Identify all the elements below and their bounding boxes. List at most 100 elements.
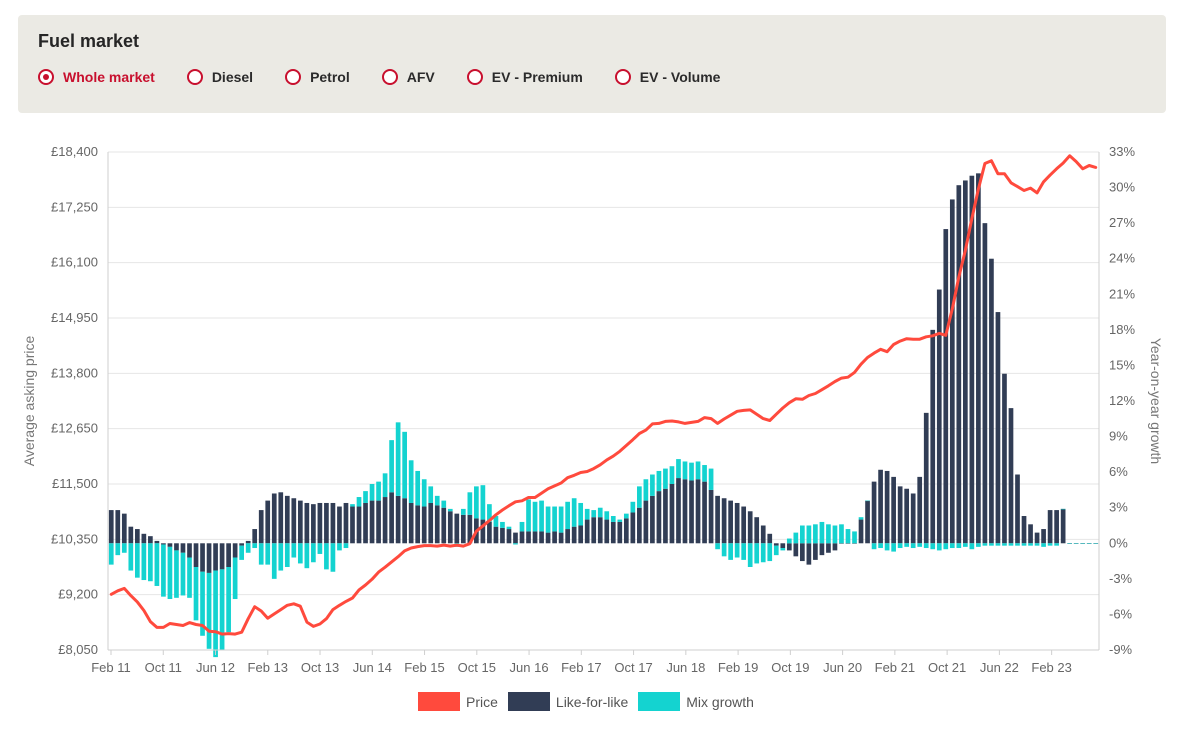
mix-growth-bar — [1002, 543, 1007, 546]
y2-tick-label: -6% — [1109, 606, 1133, 621]
mix-growth-bar — [513, 543, 518, 545]
like-for-like-bar — [552, 531, 557, 544]
mix-growth-bar — [180, 552, 186, 596]
like-for-like-bar — [839, 543, 844, 544]
y2-tick-label: 6% — [1109, 464, 1128, 479]
like-for-like-bar — [741, 506, 747, 544]
like-for-like-bar — [767, 533, 773, 544]
like-for-like-bar — [617, 521, 623, 544]
x-tick-label: Jun 16 — [510, 660, 549, 675]
radio-whole-market[interactable]: Whole market — [38, 69, 155, 85]
fuel-type-radio-group: Whole market Diesel Petrol AFV EV - Prem… — [38, 69, 752, 85]
like-for-like-bar — [226, 543, 231, 567]
like-for-like-bar — [923, 412, 929, 544]
like-for-like-bar — [663, 488, 668, 544]
mix-growth-bar — [376, 481, 381, 501]
like-for-like-bar — [813, 543, 818, 560]
like-for-like-bar — [200, 543, 205, 572]
mix-growth-bar — [956, 543, 962, 549]
mix-growth-bar — [910, 543, 916, 549]
mix-growth-bar — [161, 544, 166, 597]
like-for-like-bar — [128, 526, 134, 544]
mix-growth-bar — [969, 543, 975, 550]
legend-item-mix-growth[interactable]: Mix growth — [638, 692, 754, 711]
mix-growth-bar — [1073, 543, 1079, 544]
y2-tick-label: 33% — [1109, 144, 1135, 159]
radio-diesel[interactable]: Diesel — [186, 69, 253, 85]
y2-tick-label: -9% — [1109, 642, 1133, 657]
like-for-like-bar — [174, 543, 179, 551]
mix-growth-bar — [480, 485, 486, 520]
radio-ev-volume[interactable]: EV - Volume — [614, 69, 720, 85]
like-for-like-bar — [760, 525, 766, 544]
legend-swatch — [507, 692, 550, 711]
mix-growth-bar — [1086, 543, 1092, 544]
mix-growth-bar — [558, 506, 564, 533]
mix-growth-bar — [441, 500, 447, 508]
like-for-like-bar — [565, 529, 570, 544]
like-for-like-bar — [995, 312, 1001, 544]
like-for-like-bar — [239, 543, 245, 546]
mix-growth-bar — [656, 470, 662, 492]
mix-growth-bar — [337, 543, 342, 551]
radio-ev-premium[interactable]: EV - Premium — [466, 69, 583, 85]
x-tick-label: Feb 23 — [1031, 660, 1071, 675]
mix-growth-bar — [278, 543, 284, 571]
mix-growth-bar — [793, 532, 799, 544]
legend-swatch — [638, 692, 681, 711]
like-for-like-bar — [493, 526, 499, 544]
mix-growth-bar — [871, 543, 877, 550]
mix-growth-bar — [597, 507, 603, 518]
like-for-like-bar — [578, 525, 584, 544]
like-for-like-bar — [656, 491, 662, 544]
mix-growth-bar — [943, 543, 949, 550]
mix-growth-bar — [617, 519, 623, 522]
mix-growth-bar — [1041, 543, 1046, 547]
mix-growth-bar — [134, 543, 140, 578]
like-for-like-bar — [539, 531, 544, 544]
mix-growth-bar — [108, 543, 114, 565]
x-tick-label: Oct 17 — [614, 660, 652, 675]
legend-item-price[interactable]: Price — [418, 692, 498, 711]
like-for-like-bar — [500, 527, 505, 544]
like-for-like-bar — [519, 531, 525, 544]
y-tick-label: £13,800 — [51, 365, 98, 380]
mix-growth-bar — [786, 538, 792, 544]
mix-growth-bar — [167, 546, 173, 600]
mix-growth-bar — [428, 486, 434, 503]
y2-tick-label: 3% — [1109, 500, 1128, 515]
mix-growth-bar — [695, 461, 701, 480]
mix-growth-bar — [493, 516, 499, 527]
like-for-like-bar — [591, 517, 597, 544]
legend-item-like-for-like[interactable]: Like-for-like — [507, 692, 628, 711]
y2-tick-label: 15% — [1109, 357, 1135, 372]
like-for-like-bar — [865, 500, 870, 544]
like-for-like-bar — [415, 505, 421, 544]
mix-growth-bar — [467, 492, 473, 515]
y2-tick-label: 27% — [1109, 215, 1135, 230]
like-for-like-bar — [734, 502, 740, 544]
mix-growth-bar — [1021, 543, 1027, 546]
mix-growth-bar — [754, 543, 760, 564]
radio-afv[interactable]: AFV — [381, 69, 435, 85]
like-for-like-bar — [324, 502, 329, 544]
like-for-like-bar — [826, 543, 831, 553]
like-for-like-bar — [1002, 373, 1007, 544]
like-for-like-bar — [395, 495, 401, 544]
radio-petrol[interactable]: Petrol — [285, 69, 350, 85]
mix-growth-bar — [545, 506, 551, 533]
filter-title: Fuel market — [38, 31, 140, 51]
mix-growth-bar — [734, 543, 740, 558]
x-tick-label: Feb 15 — [404, 660, 444, 675]
like-for-like-bar — [389, 492, 394, 544]
mix-growth-bar — [565, 501, 570, 530]
mix-growth-bar — [141, 543, 147, 581]
x-tick-label: Oct 15 — [458, 660, 496, 675]
like-for-like-bar — [669, 484, 675, 544]
like-for-like-bar — [754, 517, 760, 544]
mix-growth-bar — [806, 525, 812, 544]
like-for-like-bar — [487, 521, 492, 544]
like-for-like-bar — [408, 502, 414, 544]
mix-growth-bar — [897, 543, 903, 549]
mix-growth-bar — [708, 468, 714, 490]
